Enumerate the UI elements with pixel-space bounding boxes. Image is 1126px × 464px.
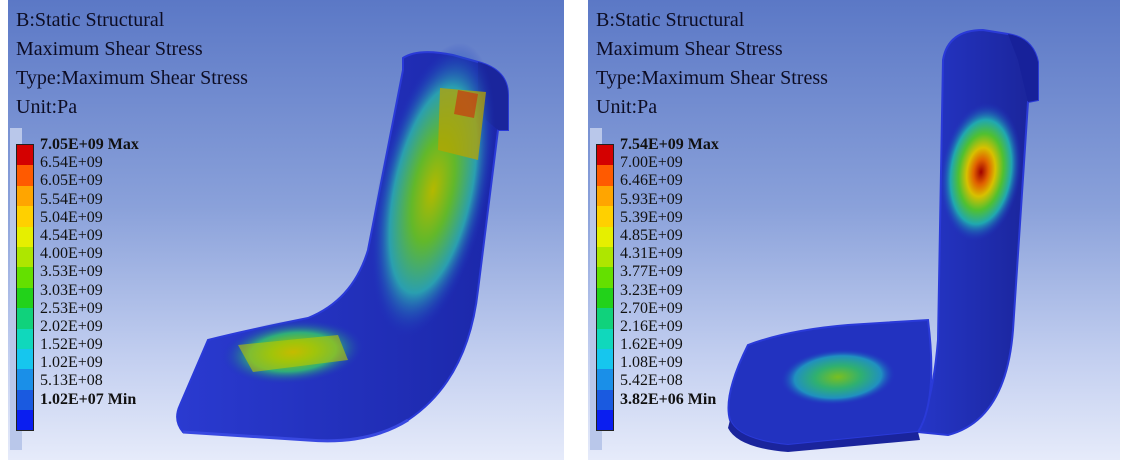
title-line: Unit:Pa — [16, 96, 78, 118]
title-line: Maximum Shear Stress — [16, 38, 203, 60]
legend-swatch — [597, 369, 613, 390]
legend-color-bar — [16, 144, 34, 432]
legend-label: 6.54E+09 — [40, 154, 103, 172]
legend-label: 2.02E+09 — [40, 317, 103, 335]
legend-label: 2.16E+09 — [620, 317, 683, 335]
legend-swatch — [17, 369, 33, 390]
legend-label: 5.39E+09 — [620, 208, 683, 226]
legend-label: 7.00E+09 — [620, 154, 683, 172]
legend-swatch — [17, 246, 33, 268]
legend-min-label: 3.82E+06 Min — [620, 390, 717, 408]
legend-swatch — [597, 348, 613, 370]
title-line: Maximum Shear Stress — [596, 38, 783, 60]
legend-min-label: 1.02E+07 Min — [40, 390, 137, 408]
legend-swatch — [17, 165, 33, 186]
legend-label: 5.93E+09 — [620, 190, 683, 208]
legend-label: 5.42E+08 — [620, 372, 683, 390]
legend-label: 3.77E+09 — [620, 263, 683, 281]
title-line: Unit:Pa — [596, 96, 658, 118]
stress-region-upper-right — [940, 102, 1022, 242]
legend-label: 4.54E+09 — [40, 226, 103, 244]
stress-region-lower-right — [780, 348, 896, 406]
legend-max-label: 7.05E+09 Max — [40, 136, 139, 153]
legend-labels: 7.54E+09 Max 7.00E+09 6.46E+09 5.93E+09 … — [620, 136, 760, 409]
model-render-right[interactable] — [588, 0, 1120, 460]
legend-label: 2.53E+09 — [40, 299, 103, 317]
legend-swatch — [17, 226, 33, 247]
result-view-left[interactable]: B:Static Structural Maximum Shear Stress… — [8, 0, 564, 460]
legend-swatch — [17, 145, 33, 166]
legend-color-bar — [596, 144, 614, 432]
legend-swatch — [597, 308, 613, 329]
legend-swatch — [597, 246, 613, 268]
title-line: Type:Maximum Shear Stress — [596, 67, 828, 89]
legend-label: 5.13E+08 — [40, 372, 103, 390]
legend-label: 4.00E+09 — [40, 245, 103, 263]
legend-label: 5.54E+09 — [40, 190, 103, 208]
legend-swatch — [597, 165, 613, 186]
legend-swatch — [17, 328, 33, 349]
legend-label: 1.52E+09 — [40, 336, 103, 354]
legend-swatch — [597, 226, 613, 247]
title-line: B:Static Structural — [16, 9, 165, 31]
legend-max-label: 7.54E+09 Max — [620, 136, 719, 153]
legend-label: 5.04E+09 — [40, 208, 103, 226]
title-line: B:Static Structural — [596, 9, 745, 31]
legend-swatch — [17, 389, 33, 411]
title-line: Type:Maximum Shear Stress — [16, 67, 248, 89]
legend-swatch — [17, 185, 33, 207]
legend-label: 3.53E+09 — [40, 263, 103, 281]
legend-label: 3.23E+09 — [620, 281, 683, 299]
result-title-right: B:Static Structural Maximum Shear Stress… — [596, 6, 828, 122]
legend-swatch — [17, 308, 33, 329]
legend-swatch — [597, 267, 613, 288]
legend-swatch — [17, 206, 33, 227]
result-view-right[interactable]: B:Static Structural Maximum Shear Stress… — [588, 0, 1120, 460]
legend-label: 6.05E+09 — [40, 172, 103, 190]
legend-label: 4.31E+09 — [620, 245, 683, 263]
legend-swatch — [597, 287, 613, 309]
legend-swatch — [17, 287, 33, 309]
legend-label: 6.46E+09 — [620, 172, 683, 190]
model-render-left[interactable] — [8, 0, 564, 460]
legend-label: 4.85E+09 — [620, 226, 683, 244]
legend-label: 1.02E+09 — [40, 354, 103, 372]
result-title-left: B:Static Structural Maximum Shear Stress… — [16, 6, 248, 122]
legend-swatch — [597, 410, 613, 431]
legend-label: 1.62E+09 — [620, 336, 683, 354]
legend-swatch — [597, 389, 613, 411]
legend-swatch — [597, 145, 613, 166]
legend-swatch — [17, 348, 33, 370]
legend-swatch — [597, 206, 613, 227]
legend-label: 3.03E+09 — [40, 281, 103, 299]
legend-swatch — [17, 267, 33, 288]
legend-swatch — [597, 328, 613, 349]
legend-swatch — [17, 410, 33, 431]
legend-labels: 7.05E+09 Max 6.54E+09 6.05E+09 5.54E+09 … — [40, 136, 180, 409]
legend-label: 1.08E+09 — [620, 354, 683, 372]
legend-swatch — [597, 185, 613, 207]
legend-label: 2.70E+09 — [620, 299, 683, 317]
